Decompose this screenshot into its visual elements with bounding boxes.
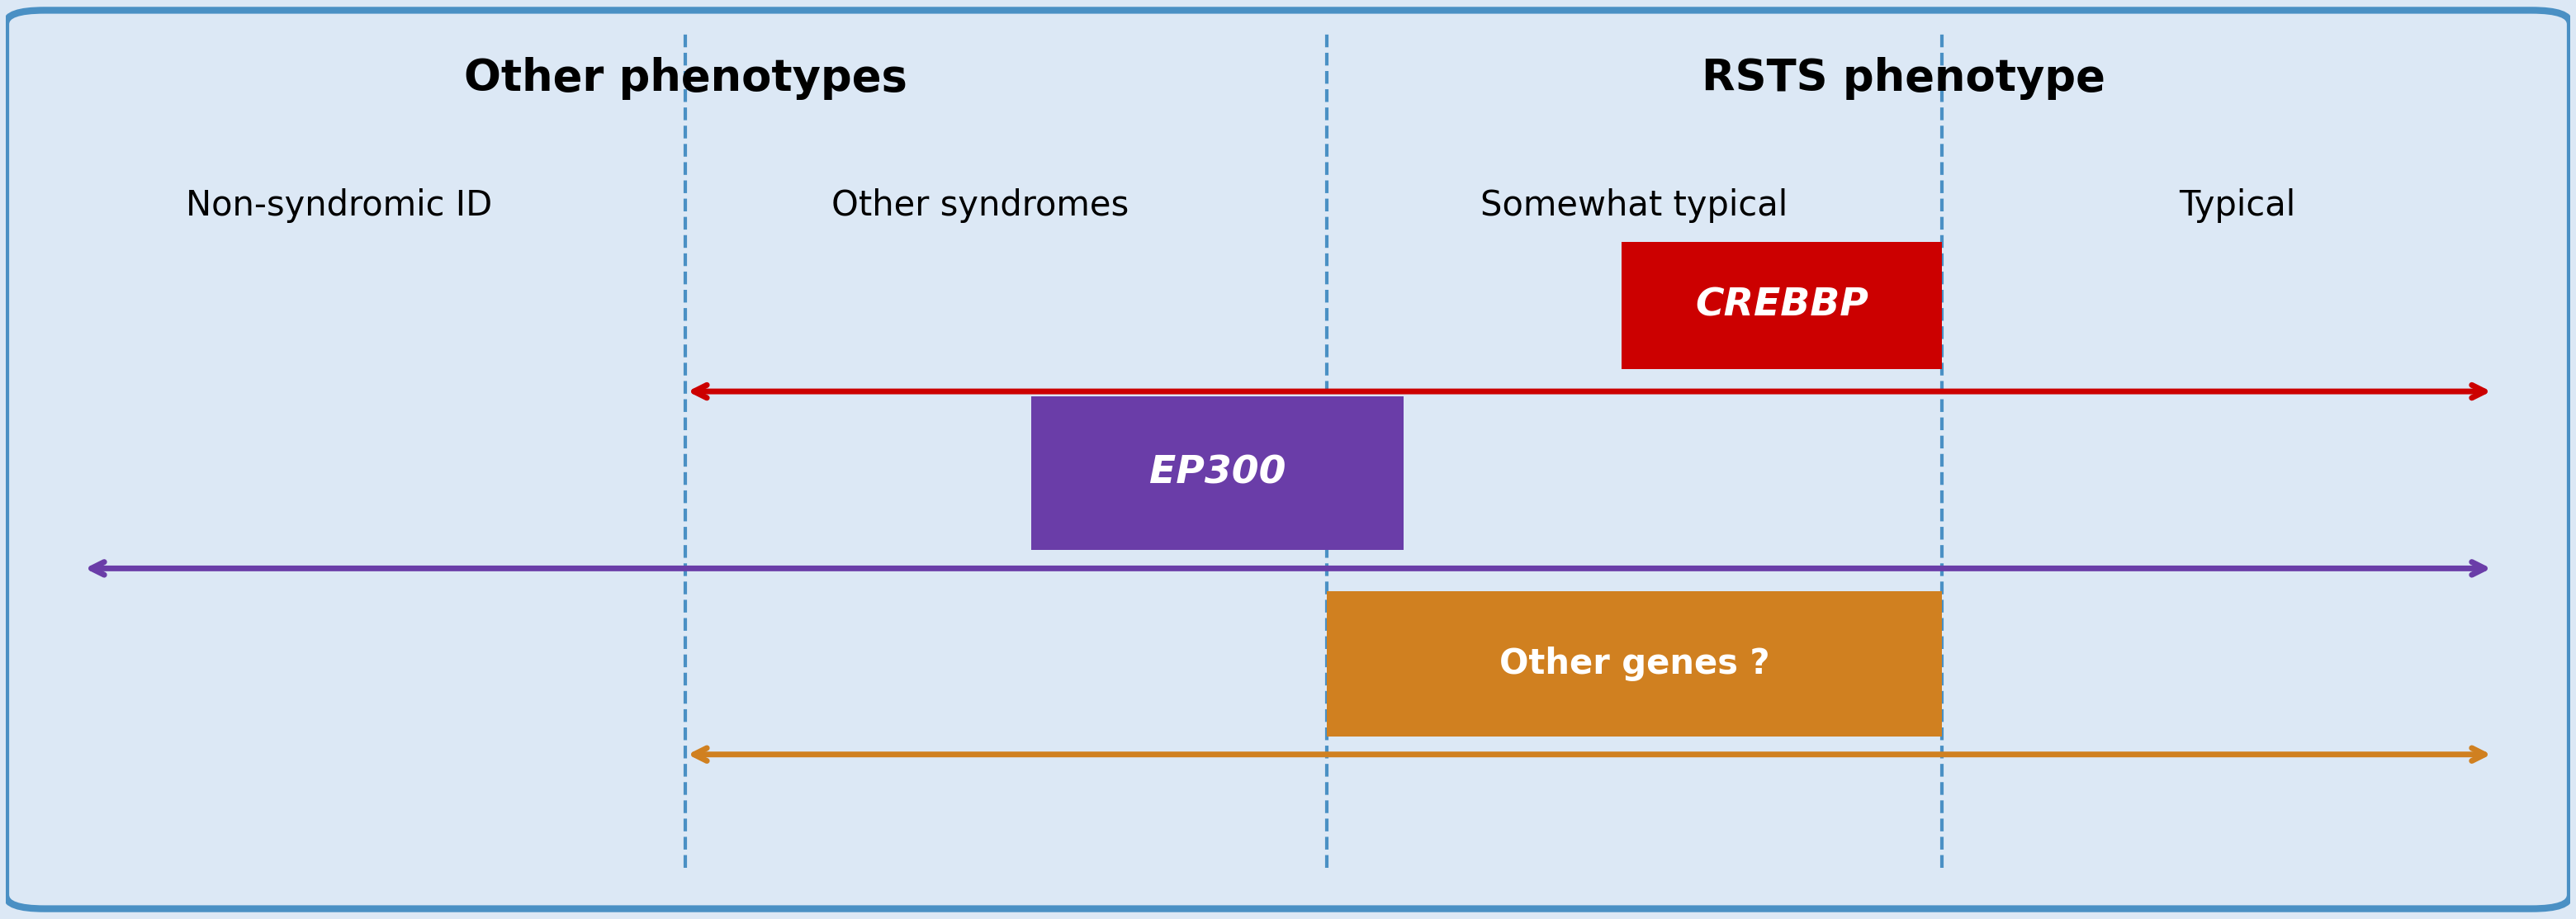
Text: EP300: EP300 <box>1149 455 1285 492</box>
Text: Other syndromes: Other syndromes <box>832 188 1128 222</box>
FancyBboxPatch shape <box>1327 591 1942 736</box>
FancyBboxPatch shape <box>5 10 2571 909</box>
Text: Other phenotypes: Other phenotypes <box>464 57 907 100</box>
Text: Non-syndromic ID: Non-syndromic ID <box>185 188 492 222</box>
Text: Other genes ?: Other genes ? <box>1499 646 1770 681</box>
FancyBboxPatch shape <box>1030 396 1404 550</box>
Text: CREBBP: CREBBP <box>1695 287 1868 323</box>
Text: Typical: Typical <box>2179 188 2295 222</box>
Text: Somewhat typical: Somewhat typical <box>1481 188 1788 222</box>
Text: RSTS phenotype: RSTS phenotype <box>1703 57 2105 100</box>
FancyBboxPatch shape <box>1620 242 1942 369</box>
